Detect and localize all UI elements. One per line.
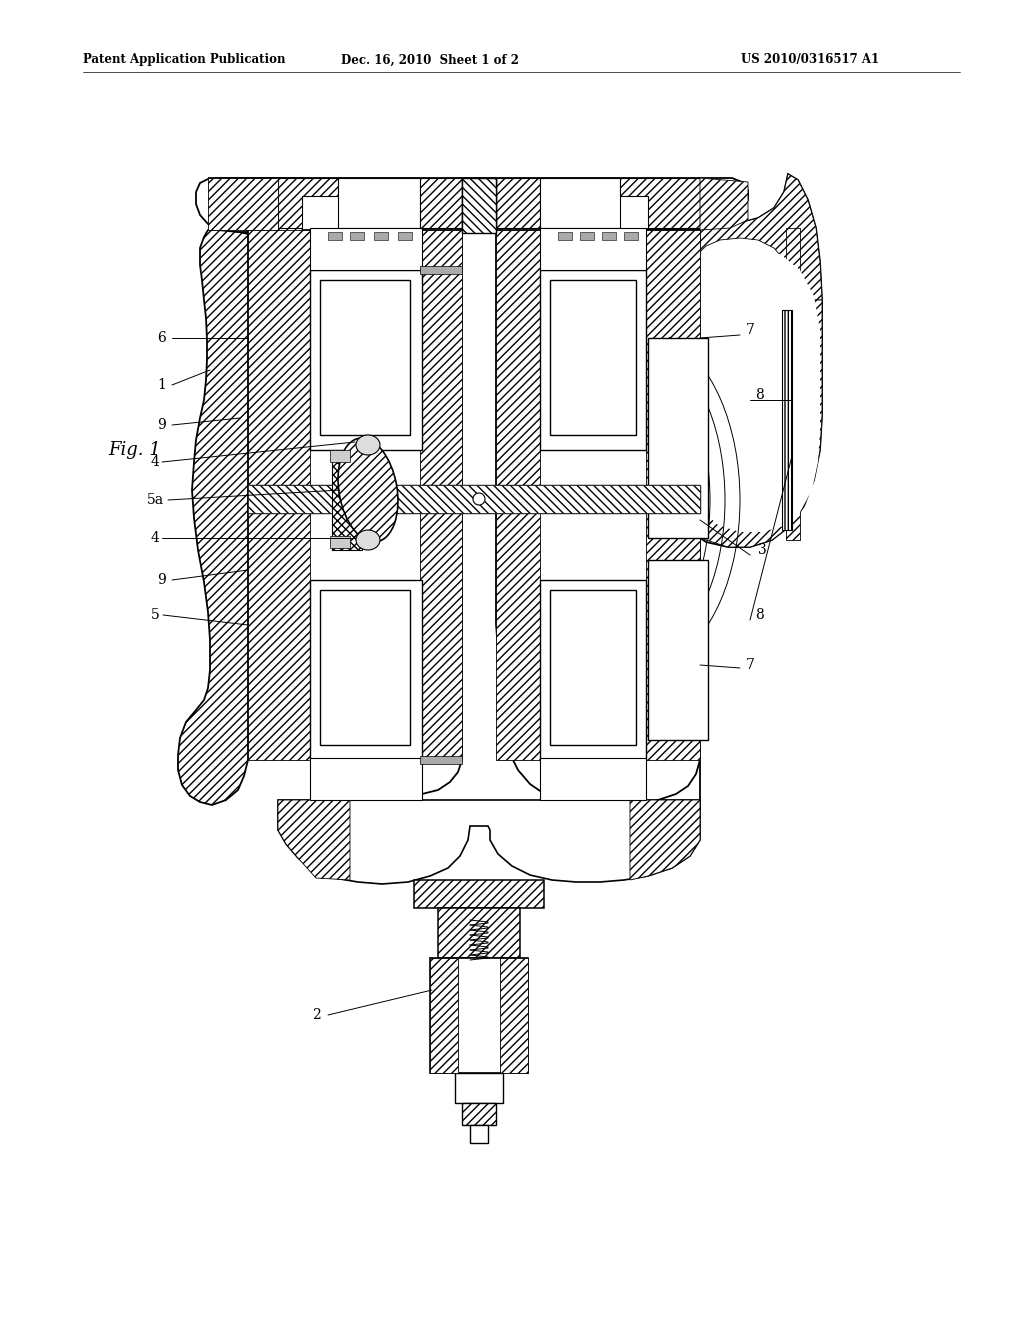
Polygon shape [208,178,278,230]
Bar [310,758,422,800]
Text: 4: 4 [151,531,160,545]
Text: 7: 7 [745,657,755,672]
Bar [624,232,638,240]
Polygon shape [208,178,302,232]
Polygon shape [248,484,700,513]
Bar [430,958,528,1073]
Text: Dec. 16, 2010  Sheet 1 of 2: Dec. 16, 2010 Sheet 1 of 2 [341,54,519,66]
Ellipse shape [356,436,380,455]
Polygon shape [786,228,800,540]
Text: Patent Application Publication: Patent Application Publication [83,54,286,66]
Bar [332,450,362,550]
Polygon shape [278,178,338,228]
Bar [330,536,350,548]
Bar [374,232,388,240]
Bar [462,1104,496,1125]
Polygon shape [700,178,748,230]
Bar [350,232,364,240]
Text: 9: 9 [158,418,166,432]
Bar [319,280,410,436]
Polygon shape [496,178,540,228]
Ellipse shape [338,438,398,543]
Text: 2: 2 [311,1008,321,1022]
Bar [438,908,520,958]
Polygon shape [620,178,700,228]
Bar [602,232,616,240]
Polygon shape [420,230,462,760]
Text: 5: 5 [151,609,160,622]
Bar [500,958,528,1073]
Polygon shape [630,800,700,880]
Text: 8: 8 [756,388,764,403]
Bar [648,560,708,741]
Bar [470,1125,488,1143]
Polygon shape [700,300,822,546]
Bar [550,590,636,744]
Bar [420,756,462,764]
Bar [319,590,410,744]
Circle shape [473,492,485,506]
Bar [328,232,342,240]
Polygon shape [496,230,540,760]
Text: 4: 4 [151,455,160,469]
Polygon shape [178,230,248,805]
Ellipse shape [356,531,380,550]
Polygon shape [196,178,748,232]
Bar [558,232,572,240]
Polygon shape [540,174,822,858]
Bar [420,267,462,275]
Bar [550,280,636,436]
Text: 3: 3 [758,543,766,557]
Polygon shape [700,174,822,300]
Bar [540,228,646,271]
Text: 9: 9 [158,573,166,587]
Text: 5a: 5a [146,492,164,507]
Polygon shape [338,178,420,228]
Bar [414,880,544,908]
Bar [782,310,792,531]
Polygon shape [420,178,462,228]
Polygon shape [646,230,700,760]
Polygon shape [540,178,620,228]
Polygon shape [706,252,820,532]
Polygon shape [496,230,700,807]
Bar [580,232,594,240]
Text: 6: 6 [158,331,166,345]
Polygon shape [248,230,310,760]
Bar [398,232,412,240]
Bar [330,450,350,462]
Bar [540,271,646,450]
Text: 8: 8 [756,609,764,622]
Text: 7: 7 [745,323,755,337]
Bar [540,579,646,760]
Bar [462,178,496,234]
Bar [310,228,422,271]
Bar [248,484,700,513]
Polygon shape [278,800,700,884]
Text: Fig. 1: Fig. 1 [108,441,161,459]
Bar [648,338,708,539]
Bar [310,579,422,760]
Polygon shape [248,230,462,796]
Bar [540,758,646,800]
Bar [430,958,458,1073]
Text: US 2010/0316517 A1: US 2010/0316517 A1 [741,54,879,66]
Polygon shape [278,800,350,880]
Bar [310,271,422,450]
Bar [455,1073,503,1104]
Text: 1: 1 [158,378,167,392]
Bar [462,178,496,232]
